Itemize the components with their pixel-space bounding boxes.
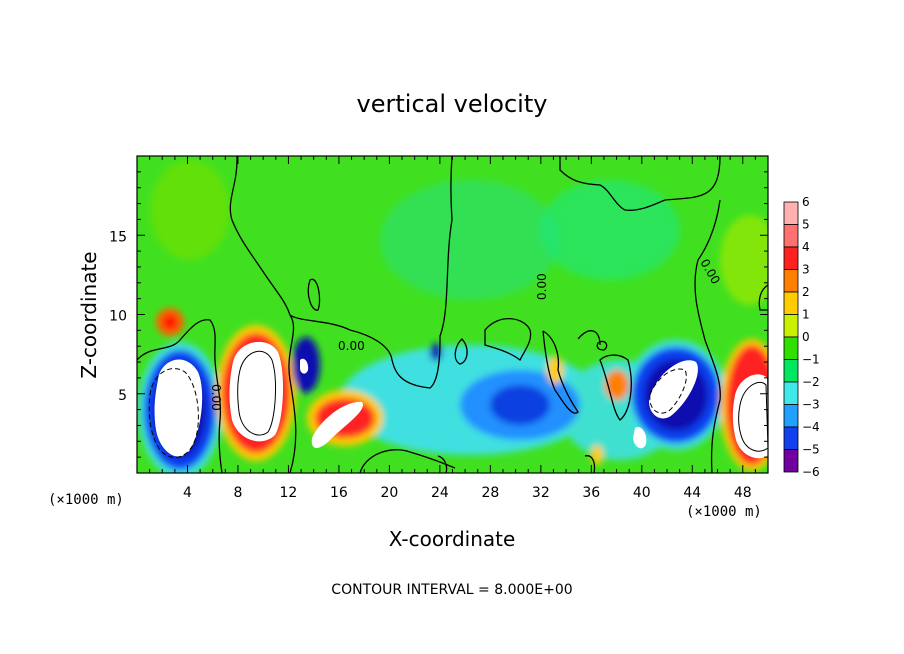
colorbar-swatch	[783, 336, 799, 360]
colorbar-swatch	[783, 381, 799, 405]
zero-contours	[137, 156, 768, 473]
colorbar-swatch	[783, 201, 799, 225]
x-axis-ticks: 4 8 12 16 20 24 28 32 36 40 44 48	[149, 156, 756, 501]
colorbar-swatch	[783, 269, 799, 293]
colorbar-tick-label: 5	[802, 218, 810, 232]
colorbar: 6 5 4 3 2 1 0 −1 −2 −3 −4 −5 −6	[783, 195, 820, 479]
x-tick-label: 8	[233, 485, 242, 501]
x-axis-label: X-coordinate	[389, 527, 516, 551]
y-tick-label: 10	[109, 309, 127, 325]
y-tick-label: 5	[118, 388, 127, 404]
colorbar-swatch	[783, 246, 799, 270]
x-tick-label: 20	[380, 485, 398, 501]
x-tick-label: 44	[683, 485, 701, 501]
heatmap-field	[137, 156, 768, 473]
colorbar-tick-label: −4	[802, 420, 820, 434]
colorbar-tick-label: −3	[802, 398, 820, 412]
contour-label: 0.00	[209, 384, 223, 411]
colorbar-swatch	[783, 404, 799, 428]
x-tick-label: 32	[532, 485, 550, 501]
core-left	[154, 359, 203, 457]
y-axis-ticks: 5 10 15	[109, 171, 768, 458]
contour-label: 0.00	[535, 273, 549, 300]
colorbar-tick-label: 3	[802, 263, 810, 277]
colorbar-tick-label: −1	[802, 353, 820, 367]
contour-interval-note: CONTOUR INTERVAL = 8.000E+00	[331, 582, 572, 598]
colorbar-swatch	[783, 314, 799, 338]
y-tick-label: 15	[109, 229, 127, 245]
x-tick-label: 28	[481, 485, 499, 501]
core-x40	[633, 426, 647, 449]
core-x44	[649, 360, 698, 419]
core-x14	[300, 358, 309, 374]
core-x10	[229, 341, 284, 442]
colorbar-tick-label: −5	[802, 443, 820, 457]
x-tick-label: 16	[330, 485, 348, 501]
x-unit-label-right: (×1000 m)	[686, 504, 762, 520]
x-tick-label: 36	[582, 485, 600, 501]
x-tick-label: 12	[280, 485, 298, 501]
contour-label: 0.00	[338, 339, 365, 353]
core-x16	[311, 401, 363, 448]
chart-title: vertical velocity	[357, 90, 548, 118]
y-axis-label: Z-coordinate	[77, 251, 101, 378]
negative-contours	[148, 368, 687, 458]
colorbar-swatch	[783, 359, 799, 383]
colorbar-swatch	[783, 426, 799, 450]
colorbar-tick-label: 4	[802, 240, 810, 254]
x-unit-label-left: (×1000 m)	[48, 492, 124, 508]
colorbar-tick-label: 6	[802, 195, 810, 209]
colorbar-tick-label: −6	[802, 465, 820, 479]
positive-contours	[237, 350, 768, 452]
colorbar-tick-label: −2	[802, 375, 820, 389]
colorbar-swatch	[783, 449, 799, 473]
x-tick-label: 4	[183, 485, 192, 501]
colorbar-swatch	[783, 291, 799, 315]
x-tick-label: 48	[734, 485, 752, 501]
colorbar-swatch	[783, 224, 799, 248]
colorbar-tick-label: 1	[802, 308, 810, 322]
colorbar-tick-label: 2	[802, 285, 810, 299]
x-tick-label: 40	[633, 485, 651, 501]
x-tick-label: 24	[431, 485, 449, 501]
colorbar-tick-label: 0	[802, 330, 810, 344]
